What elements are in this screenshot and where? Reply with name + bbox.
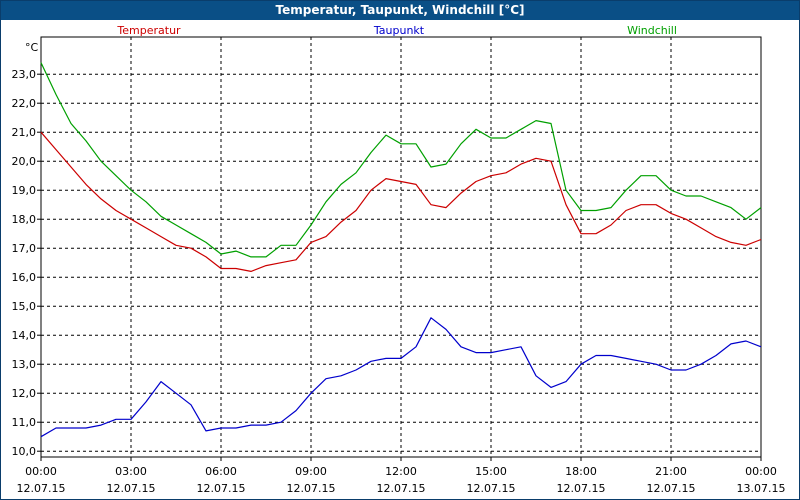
x-tick-time: 03:00: [115, 465, 147, 478]
y-tick-label: 20,0: [12, 155, 37, 168]
y-tick-label: 15,0: [12, 300, 37, 313]
y-axis: 10,0 11,0 12,0 13,0 14,0 15,0 16,0 17,0 18,0 19,0…: [12, 68, 41, 458]
y-tick-label: 21,0: [12, 126, 37, 139]
y-tick-label: 13,0: [12, 358, 37, 371]
y-tick-label: 18,0: [12, 213, 37, 226]
x-tick-date: 12.07.15: [557, 482, 606, 495]
x-tick-date: 12.07.15: [107, 482, 156, 495]
legend-temperatur: Temperatur: [116, 24, 181, 37]
x-tick-time: 21:00: [655, 465, 687, 478]
x-tick-date: 12.07.15: [17, 482, 66, 495]
x-tick-date: 13.07.15: [737, 482, 786, 495]
grid-lines: [41, 37, 761, 457]
window-title: Temperatur, Taupunkt, Windchill [°C]: [1, 1, 799, 20]
series-lines: [40, 62, 762, 438]
x-tick-date: 12.07.15: [467, 482, 516, 495]
x-tick-time: 09:00: [295, 465, 327, 478]
y-tick-label: 17,0: [12, 242, 37, 255]
x-tick-date: 12.07.15: [197, 482, 246, 495]
x-tick-time: 00:00: [25, 465, 57, 478]
line-chart: 10,0 11,0 12,0 13,0 14,0 15,0 16,0 17,0 18,0 19,0…: [12, 24, 786, 495]
legend: Temperatur Taupunkt Windchill: [116, 24, 677, 37]
legend-taupunkt: Taupunkt: [373, 24, 425, 37]
x-tick-time: 12:00: [385, 465, 417, 478]
series-line-temperatur: [40, 131, 762, 272]
y-tick-label: 16,0: [12, 271, 37, 284]
x-tick-date: 12.07.15: [287, 482, 336, 495]
y-tick-label: 12,0: [12, 387, 37, 400]
x-axis: 00:00 12.07.15 03:00 12.07.15 06:00 12.07.15 0…: [17, 457, 786, 495]
x-tick-date: 12.07.15: [647, 482, 696, 495]
y-tick-label: 14,0: [12, 329, 37, 342]
y-tick-label: 11,0: [12, 416, 37, 429]
series-line-taupunkt: [40, 317, 762, 438]
y-tick-label: 23,0: [12, 68, 37, 81]
series-line-windchill: [40, 62, 762, 258]
x-tick-time: 00:00: [745, 465, 777, 478]
y-tick-label: 19,0: [12, 184, 37, 197]
x-tick-time: 18:00: [565, 465, 597, 478]
x-tick-date: 12.07.15: [377, 482, 426, 495]
x-tick-time: 15:00: [475, 465, 507, 478]
y-tick-label: 10,0: [12, 445, 37, 458]
legend-windchill: Windchill: [627, 24, 677, 37]
y-tick-label: 22,0: [12, 97, 37, 110]
y-unit-label: °C: [25, 41, 39, 54]
x-tick-time: 06:00: [205, 465, 237, 478]
